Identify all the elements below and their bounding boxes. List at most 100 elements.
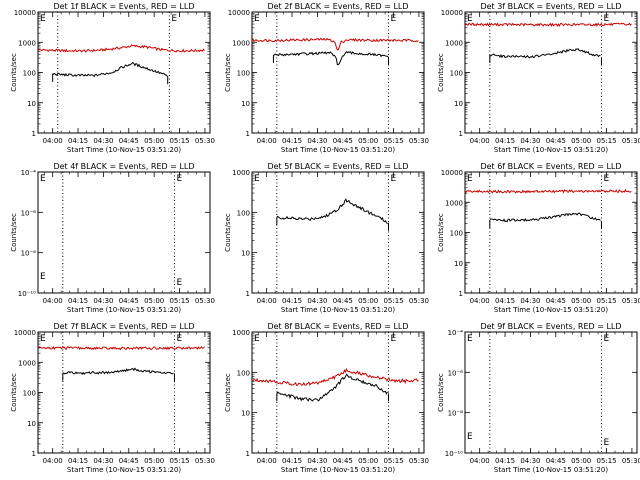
y-tick-label: 1000 bbox=[445, 39, 463, 47]
x-tick-label: 05:00 bbox=[571, 297, 591, 305]
detector-panel: Det 6f BLACK = Events, RED = LLD 1 10 100 10… bbox=[437, 162, 640, 314]
series-line bbox=[38, 345, 205, 351]
y-tick-label: 100 bbox=[237, 369, 250, 377]
y-tick-label: 1 bbox=[32, 450, 36, 458]
panel-title: Det 9f BLACK = Events, RED = LLD bbox=[480, 322, 621, 331]
series-line bbox=[252, 37, 419, 51]
interval-marker-label: E bbox=[176, 278, 182, 288]
x-tick-label: 05:30 bbox=[622, 457, 640, 465]
y-tick-label: 10000 bbox=[14, 9, 36, 17]
x-axis-label: Start Time (10-Nov-15 03:51:20) bbox=[281, 466, 395, 474]
y-tick-label: 10000 bbox=[14, 329, 36, 337]
interval-marker-label: E bbox=[40, 272, 46, 282]
interval-marker-label: E bbox=[254, 334, 260, 344]
y-axis-label: Counts/sec bbox=[10, 213, 18, 252]
y-tick-label: 1 bbox=[32, 130, 36, 138]
x-tick-label: 04:15 bbox=[68, 137, 88, 145]
y-axis-label: Counts/sec bbox=[437, 53, 445, 92]
x-axis-label: Start Time (10-Nov-15 03:51:20) bbox=[67, 306, 181, 314]
x-tick-label: 05:30 bbox=[195, 137, 215, 145]
y-tick-label: 10 bbox=[241, 250, 250, 258]
y-tick-label: 100 bbox=[450, 70, 463, 78]
plot-frame bbox=[37, 331, 211, 454]
x-tick-label: 05:15 bbox=[169, 297, 189, 305]
x-tick-label: 04:15 bbox=[282, 137, 302, 145]
y-tick-label: 1 bbox=[459, 290, 463, 298]
detector-panel: Det 4f BLACK = Events, RED = LLD 10⁻¹⁰ 10⁻… bbox=[10, 162, 215, 314]
x-tick-label: 04:30 bbox=[307, 137, 327, 145]
detector-panel: Det 9f BLACK = Events, RED = LLD 10⁻¹⁰ 10⁻… bbox=[437, 322, 640, 474]
x-tick-label: 04:45 bbox=[119, 457, 139, 465]
y-tick-label: 100 bbox=[450, 230, 463, 238]
detector-panel: Det 1f BLACK = Events, RED = LLD 1 10 100 10… bbox=[10, 2, 215, 154]
x-axis-label: Start Time (10-Nov-15 03:51:20) bbox=[67, 146, 181, 154]
plot-frame bbox=[251, 331, 425, 454]
panel-title: Det 7f BLACK = Events, RED = LLD bbox=[53, 322, 194, 331]
x-tick-label: 05:00 bbox=[358, 137, 378, 145]
y-tick-label: 10 bbox=[241, 100, 250, 108]
x-tick-label: 04:00 bbox=[43, 297, 63, 305]
x-tick-label: 04:00 bbox=[470, 137, 490, 145]
x-tick-label: 04:45 bbox=[333, 457, 353, 465]
x-tick-label: 05:15 bbox=[596, 297, 616, 305]
y-axis-label: Counts/sec bbox=[224, 373, 232, 412]
x-tick-label: 04:30 bbox=[93, 457, 113, 465]
series-line bbox=[276, 198, 388, 225]
interval-marker-label: E bbox=[603, 14, 609, 24]
x-tick-label: 05:30 bbox=[409, 457, 429, 465]
detector-panel: Det 2f BLACK = Events, RED = LLD 1 10 100 10… bbox=[224, 2, 429, 154]
interval-marker-label: E bbox=[40, 14, 46, 24]
x-tick-label: 05:30 bbox=[409, 297, 429, 305]
interval-marker-label: E bbox=[390, 14, 396, 24]
y-tick-label: 10⁻⁶ bbox=[21, 209, 37, 217]
x-tick-label: 04:45 bbox=[546, 457, 566, 465]
x-tick-label: 05:30 bbox=[622, 297, 640, 305]
x-axis-label: Start Time (10-Nov-15 03:51:20) bbox=[494, 466, 608, 474]
y-tick-label: 100 bbox=[23, 390, 36, 398]
interval-marker-label: E bbox=[603, 174, 609, 184]
plot-frame bbox=[251, 11, 425, 134]
series-line bbox=[38, 44, 205, 53]
x-tick-label: 04:00 bbox=[470, 457, 490, 465]
x-tick-label: 04:30 bbox=[520, 137, 540, 145]
x-tick-label: 04:45 bbox=[119, 297, 139, 305]
interval-marker-label: E bbox=[390, 174, 396, 184]
x-tick-label: 05:30 bbox=[622, 137, 640, 145]
interval-marker-label: E bbox=[603, 334, 609, 344]
y-tick-label: 1000 bbox=[232, 169, 250, 177]
plot-frame bbox=[464, 11, 638, 134]
x-tick-label: 05:15 bbox=[596, 457, 616, 465]
y-tick-label: 10 bbox=[241, 410, 250, 418]
x-tick-label: 04:00 bbox=[257, 457, 277, 465]
x-tick-label: 05:00 bbox=[571, 457, 591, 465]
x-axis-label: Start Time (10-Nov-15 03:51:20) bbox=[281, 146, 395, 154]
x-axis-label: Start Time (10-Nov-15 03:51:20) bbox=[281, 306, 395, 314]
x-tick-label: 04:45 bbox=[546, 137, 566, 145]
x-tick-label: 05:15 bbox=[383, 137, 403, 145]
y-tick-label: 1000 bbox=[445, 199, 463, 207]
y-axis-label: Counts/sec bbox=[437, 373, 445, 412]
y-tick-label: 10⁻⁴ bbox=[448, 329, 464, 337]
x-tick-label: 05:15 bbox=[596, 137, 616, 145]
y-tick-label: 100 bbox=[237, 209, 250, 217]
y-tick-label: 10000 bbox=[441, 9, 463, 17]
y-tick-label: 1000 bbox=[18, 359, 36, 367]
panel-title: Det 8f BLACK = Events, RED = LLD bbox=[267, 322, 408, 331]
series-line bbox=[52, 61, 168, 78]
series-line bbox=[62, 367, 174, 375]
series-line bbox=[276, 373, 388, 402]
x-tick-label: 04:30 bbox=[307, 297, 327, 305]
x-tick-label: 05:30 bbox=[195, 457, 215, 465]
series-line bbox=[273, 50, 389, 66]
x-tick-label: 04:30 bbox=[307, 457, 327, 465]
detector-panel: Det 5f BLACK = Events, RED = LLD 1 10 100 10… bbox=[224, 162, 429, 314]
series-line bbox=[465, 22, 632, 28]
x-axis-label: Start Time (10-Nov-15 03:51:20) bbox=[494, 306, 608, 314]
y-tick-label: 10⁻¹⁰ bbox=[18, 290, 36, 298]
x-tick-label: 04:00 bbox=[257, 297, 277, 305]
x-tick-label: 05:15 bbox=[169, 137, 189, 145]
interval-marker-label: E bbox=[467, 14, 473, 24]
y-tick-label: 10000 bbox=[228, 9, 250, 17]
y-tick-label: 10⁻⁴ bbox=[21, 169, 37, 177]
